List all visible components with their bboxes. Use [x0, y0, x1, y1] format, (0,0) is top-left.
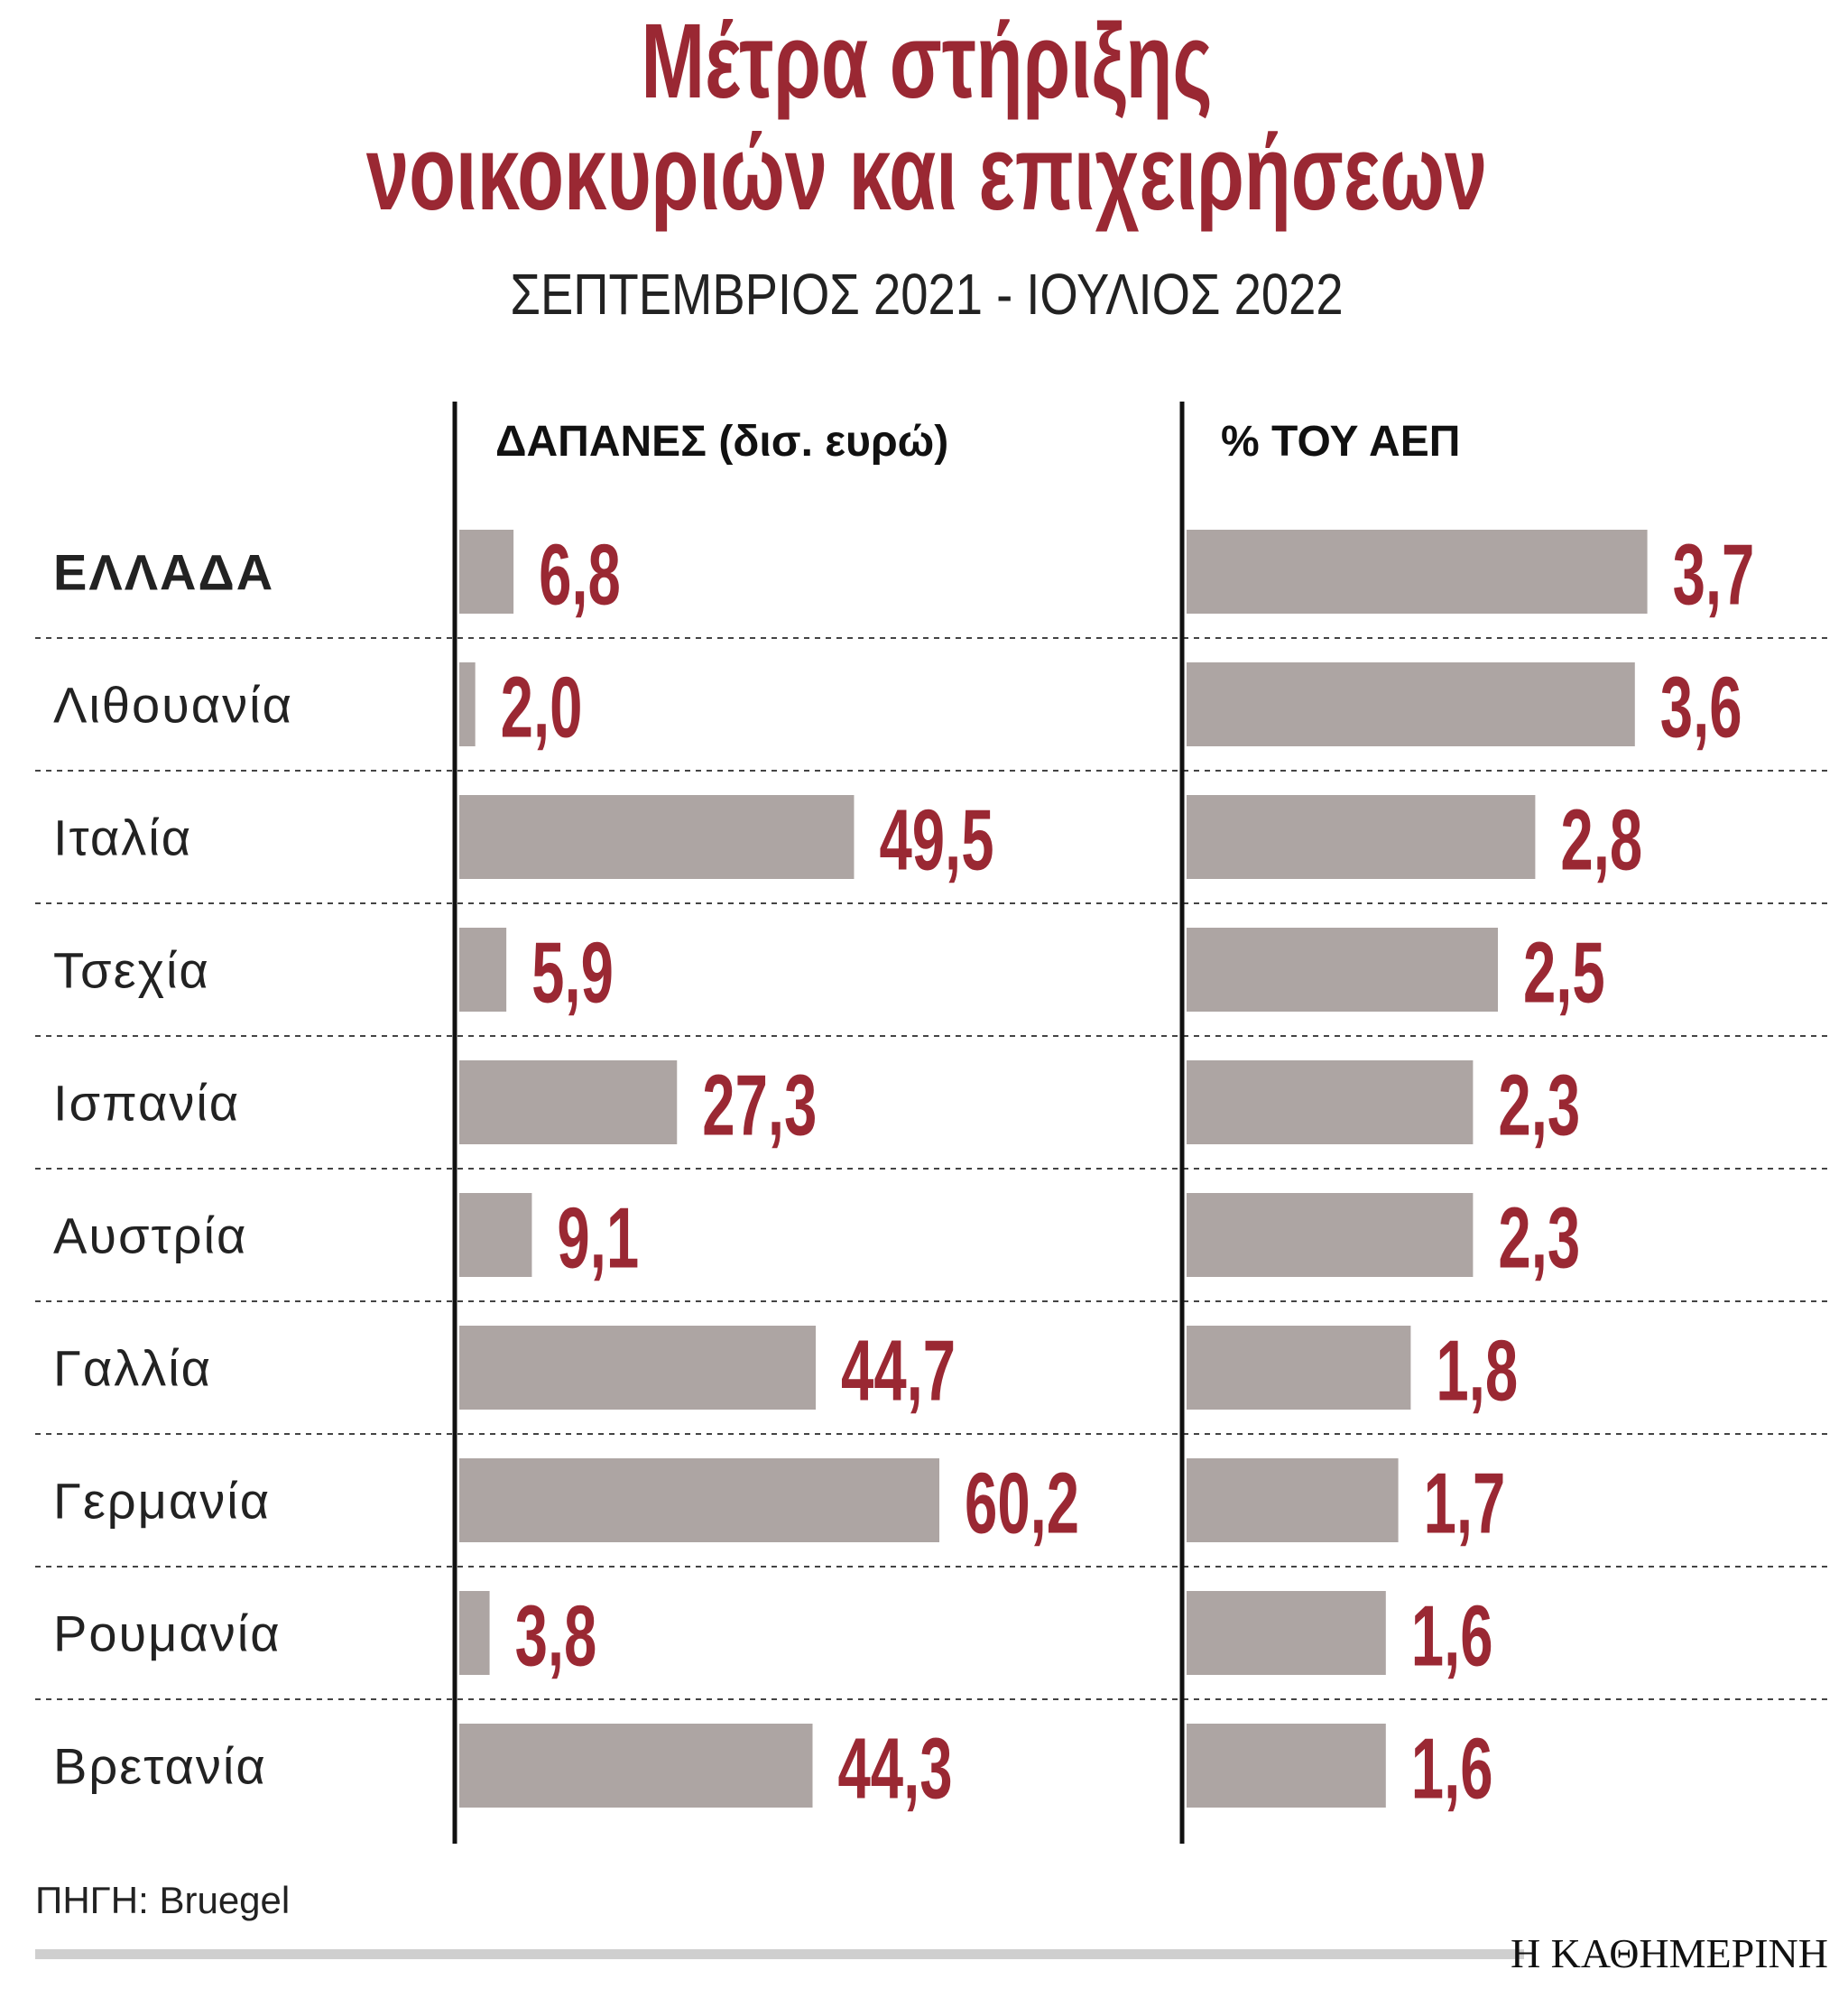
value-label: 6,8: [539, 527, 621, 623]
bar: [459, 928, 507, 1012]
bar: [459, 1326, 817, 1410]
bar: [459, 662, 476, 746]
source: ΠΗΓΗ: Bruegel: [35, 1879, 290, 1921]
category-label: Λιθουανία: [53, 677, 293, 734]
brand: Η ΚΑΘΗΜΕΡΙΝΗ: [1511, 1930, 1828, 1976]
bar: [459, 1060, 678, 1144]
value-label: 44,3: [838, 1721, 953, 1817]
bar: [1187, 1326, 1411, 1410]
category-label: Ιταλία: [53, 809, 192, 866]
title-line: νοικοκυριών και επιχειρήσεων: [366, 113, 1487, 232]
value-label: 49,5: [879, 792, 993, 888]
value-label: 1,6: [1411, 1721, 1493, 1817]
value-label: 3,8: [515, 1588, 597, 1684]
category-label: Τσεχία: [53, 942, 210, 999]
bar: [1187, 1724, 1386, 1808]
bar: [1187, 530, 1648, 614]
value-label: 2,5: [1523, 925, 1605, 1021]
value-label: 1,6: [1411, 1588, 1493, 1684]
category-label: Γερμανία: [53, 1473, 271, 1530]
bar: [1187, 1591, 1386, 1675]
value-label: 27,3: [702, 1058, 817, 1153]
bar: [1187, 795, 1536, 879]
bar: [1187, 662, 1635, 746]
value-label: 5,9: [531, 925, 614, 1021]
bar: [1187, 928, 1498, 1012]
value-label: 3,7: [1673, 527, 1755, 623]
column-header: % ΤΟΥ ΑΕΠ: [1221, 418, 1460, 466]
bar: [1187, 1060, 1474, 1144]
bar: [459, 530, 514, 614]
bar: [1187, 1458, 1399, 1542]
bar: [459, 1458, 940, 1542]
title-line: Μέτρα στήριξης: [641, 1, 1212, 120]
bar: [459, 1193, 532, 1277]
value-label: 1,8: [1436, 1323, 1518, 1419]
category-label: Γαλλία: [53, 1340, 212, 1397]
bar: [459, 1724, 813, 1808]
value-label: 2,3: [1498, 1190, 1580, 1286]
category-label: Ισπανία: [53, 1075, 240, 1132]
value-label: 9,1: [557, 1190, 639, 1286]
category-label: Βρετανία: [53, 1738, 267, 1795]
value-label: 44,7: [841, 1323, 956, 1419]
footer-rule: [35, 1949, 1524, 1959]
category-label: Ρουμανία: [53, 1605, 282, 1662]
value-label: 60,2: [965, 1456, 1079, 1551]
value-label: 1,7: [1424, 1456, 1506, 1551]
value-label: 2,3: [1498, 1058, 1580, 1153]
value-label: 2,0: [501, 660, 583, 755]
value-label: 2,8: [1560, 792, 1642, 888]
category-label: Αυστρία: [53, 1207, 247, 1264]
bar: [1187, 1193, 1474, 1277]
subtitle: ΣΕΠΤΕΜΒΡΙΟΣ 2021 - ΙΟΥΛΙΟΣ 2022: [510, 262, 1343, 327]
bar: [459, 1591, 490, 1675]
value-label: 3,6: [1660, 660, 1742, 755]
bar: [459, 795, 855, 879]
column-header: ΔΑΠΑΝΕΣ (δισ. ευρώ): [495, 418, 948, 466]
category-label: ΕΛΛΑΔΑ: [53, 544, 274, 601]
